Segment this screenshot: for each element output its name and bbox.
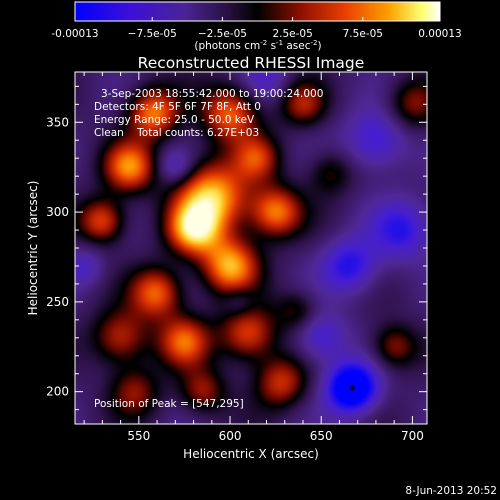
chart-title: Reconstructed RHESSI Image <box>138 54 365 72</box>
y-tick-label: 200 <box>46 385 69 399</box>
colorbar-tick-label: −2.5e-05 <box>198 28 247 40</box>
colorbar-tick-label: 0.00013 <box>418 28 461 40</box>
colorbar: -0.00013 −7.5e-05 −2.5e-05 2.5e-05 7.5e-05 0.… <box>51 1 462 52</box>
generation-date: 8-Jun-2013 20:52 <box>405 485 497 497</box>
colorbar-units: (photons cm-2 s-1 asec-2) <box>194 39 321 52</box>
colorbar-tick-label: -0.00013 <box>51 28 98 40</box>
peak-position-label: Position of Peak = [547,295] <box>94 398 244 410</box>
colorbar-ticks: -0.00013 −7.5e-05 −2.5e-05 2.5e-05 7.5e-05 0.… <box>51 17 462 40</box>
colorbar-gradient <box>74 1 441 22</box>
x-tick-label: 600 <box>219 429 242 443</box>
x-tick-label: 700 <box>401 429 424 443</box>
info-detectors: Detectors: 4F 5F 6F 7F 8F, Att 0 <box>94 101 261 113</box>
info-energy-range: Energy Range: 25.0 - 50.0 keV <box>94 114 255 126</box>
info-clean-counts: Clean Total counts: 6.27E+03 <box>94 127 259 139</box>
x-tick-label: 550 <box>127 429 150 443</box>
y-tick-label: 250 <box>46 295 69 309</box>
y-tick-label: 300 <box>46 205 69 219</box>
x-tick-label: 650 <box>310 429 333 443</box>
peak-marker <box>349 385 355 391</box>
colorbar-tick-label: −7.5e-05 <box>128 28 177 40</box>
colorbar-tick-label: 7.5e-05 <box>343 28 383 40</box>
y-tick-label: 350 <box>46 115 69 129</box>
x-axis-label: Heliocentric X (arcsec) <box>183 447 319 461</box>
colorbar-tick-label: 2.5e-05 <box>272 28 312 40</box>
axes: 550 600 650 700 200 250 300 350 <box>46 72 427 443</box>
observation-info: 3-Sep-2003 18:55:42.000 to 19:00:24.000 … <box>94 88 323 139</box>
heatmap-image <box>75 72 427 424</box>
y-axis-label: Heliocentric Y (arcsec) <box>26 181 40 316</box>
heatmap-canvas <box>75 72 427 424</box>
info-time-range: 3-Sep-2003 18:55:42.000 to 19:00:24.000 <box>101 88 323 100</box>
